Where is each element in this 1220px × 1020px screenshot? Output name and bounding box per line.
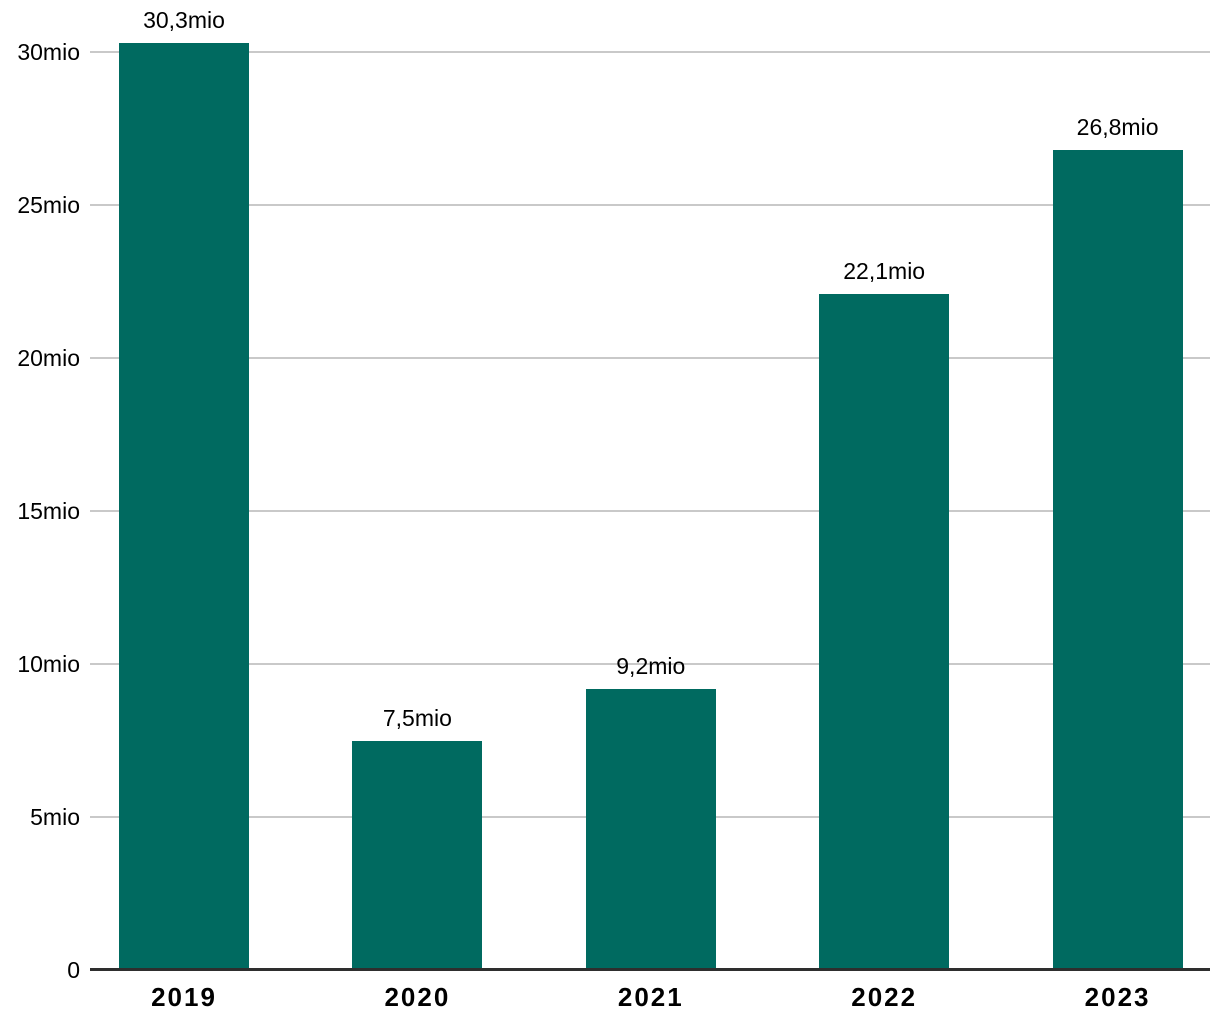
bar xyxy=(819,293,950,970)
gridline xyxy=(90,510,1210,513)
x-axis-tick-label: 2022 xyxy=(851,982,918,1012)
y-axis: 0 5mio 10mio 15mio 20mio 25mio 30mio xyxy=(0,0,80,983)
x-axis-line xyxy=(90,968,1210,971)
x-axis: 2019 2020 2021 2022 2023 xyxy=(90,974,1210,1020)
plot-area: 30,3mio 7,5mio 9,2mio 22,1mio 26,8mio xyxy=(90,0,1210,971)
bar xyxy=(352,740,483,970)
x-axis-tick-label: 2023 xyxy=(1084,982,1151,1012)
y-axis-tick-label: 15mio xyxy=(17,498,80,525)
bar-value-label: 30,3mio xyxy=(143,6,225,33)
y-axis-tick-label: 30mio xyxy=(17,39,80,66)
y-axis-tick-label: 20mio xyxy=(17,345,80,372)
x-axis-tick-label: 2021 xyxy=(617,982,684,1012)
bar xyxy=(1052,149,1183,970)
gridline xyxy=(90,204,1210,207)
bar-value-label: 7,5mio xyxy=(382,704,452,731)
bar xyxy=(585,688,716,970)
y-axis-tick-label: 10mio xyxy=(17,651,80,678)
x-axis-tick-label: 2020 xyxy=(384,982,451,1012)
x-axis-tick-label: 2019 xyxy=(151,982,217,1012)
bar xyxy=(119,42,249,970)
gridline xyxy=(90,663,1210,666)
y-axis-tick-label: 25mio xyxy=(17,192,80,219)
bar-value-label: 22,1mio xyxy=(843,257,926,284)
y-axis-tick-label: 0 xyxy=(67,957,80,983)
gridline xyxy=(90,357,1210,360)
bar-value-label: 26,8mio xyxy=(1076,113,1159,140)
y-axis-tick-label: 5mio xyxy=(30,804,80,831)
gridline xyxy=(90,51,1210,54)
bar-value-label: 9,2mio xyxy=(616,652,686,679)
